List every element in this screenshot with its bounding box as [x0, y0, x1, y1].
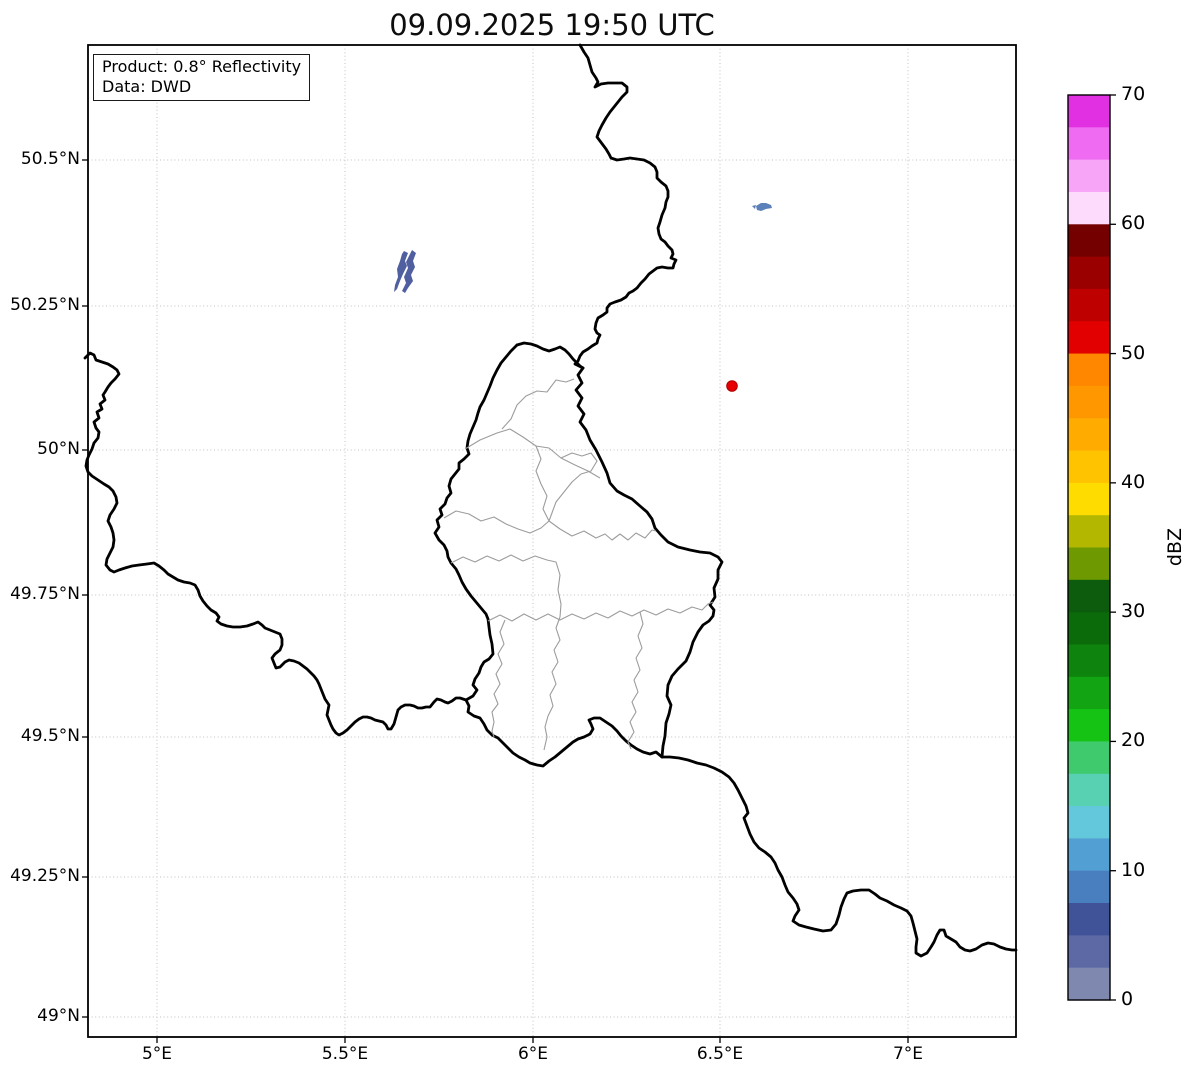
luxembourg-canton-borders: [443, 378, 714, 751]
border-luxembourg-west: [433, 343, 519, 702]
colorbar-segment: [1068, 288, 1110, 322]
colorbar-segment: [1068, 482, 1110, 516]
colorbar-segment: [1068, 838, 1110, 872]
canton-border: [487, 601, 714, 622]
border-belgium-germany: [573, 43, 678, 370]
colorbar-segment: [1068, 127, 1110, 161]
colorbar-segment: [1068, 95, 1110, 128]
axis-tick-marks: [82, 159, 909, 1043]
colorbar-segment: [1068, 547, 1110, 581]
canton-border: [501, 378, 575, 430]
colorbar-segment: [1068, 418, 1110, 452]
colorbar-segment: [1068, 191, 1110, 225]
border-luxembourg-east: [574, 366, 724, 759]
colorbar-segment: [1068, 256, 1110, 290]
colorbar-segment: [1068, 806, 1110, 839]
colorbar-segment: [1068, 870, 1110, 904]
colorbar-segment: [1068, 321, 1110, 355]
colorbar-segment: [1068, 967, 1110, 1001]
colorbar-segment: [1068, 903, 1110, 936]
data-source-line: Data: DWD: [102, 77, 192, 96]
country-borders: [83, 43, 1018, 958]
canton-border: [548, 520, 657, 541]
figure-title: 09.09.2025 19:50 UTC: [389, 8, 715, 42]
colorbar-segment: [1068, 579, 1110, 613]
colorbar-outline: [1067, 94, 1111, 1001]
border-luxembourg-north: [515, 341, 585, 370]
canton-border: [450, 554, 562, 618]
product-line: Product: 0.8° Reflectivity: [102, 57, 302, 76]
colorbar-segment: [1068, 353, 1110, 387]
canton-border: [548, 452, 598, 522]
colorbar-segment: [1068, 709, 1110, 743]
border-france-belgium: [83, 351, 468, 737]
radar-echo-streak: [394, 251, 408, 292]
canton-border: [443, 510, 550, 534]
border-luxembourg-south: [464, 698, 664, 768]
colorbar-segment: [1068, 159, 1110, 193]
colorbar-segment: [1068, 450, 1110, 484]
colorbar-segment: [1068, 741, 1110, 775]
gridlines: [88, 45, 1016, 1037]
canton-border: [535, 445, 550, 522]
colorbar-segment: [1068, 612, 1110, 646]
canton-border: [543, 616, 561, 751]
colorbar: [1067, 94, 1116, 1001]
colorbar-segment: [1068, 644, 1110, 678]
product-info-box: Product: 0.8° Reflectivity Data: DWD: [93, 54, 311, 101]
colorbar-segment: [1068, 935, 1110, 969]
colorbar-unit-label: dBZ: [1164, 527, 1186, 567]
colorbar-segment: [1068, 224, 1110, 258]
colorbar-segment: [1068, 676, 1110, 710]
canton-border: [627, 611, 644, 750]
border-france-germany: [660, 755, 1018, 958]
colorbar-segment: [1068, 515, 1110, 549]
canton-border: [491, 619, 506, 738]
radar-echoes: [394, 203, 772, 293]
radar-echo-streak: [402, 250, 416, 293]
colorbar-segment: [1068, 773, 1110, 807]
radar-echo-small: [752, 205, 756, 209]
radar-echo-small: [756, 203, 772, 211]
plot-border: [87, 44, 1017, 1038]
radar-site-marker: [726, 380, 738, 392]
colorbar-segment: [1068, 385, 1110, 419]
